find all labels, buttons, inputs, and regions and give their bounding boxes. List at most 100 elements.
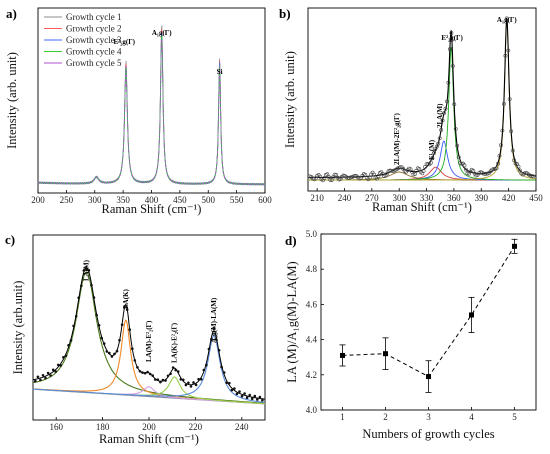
series-line-cycle-5: [37, 38, 266, 186]
x-tick-label: 330: [420, 193, 434, 203]
data-point: [90, 284, 93, 287]
peak-annotation: 2LA(M): [436, 103, 444, 128]
data-point: [197, 377, 200, 381]
data-point: [133, 359, 137, 362]
data-point: [82, 269, 86, 272]
data-point: [166, 374, 170, 378]
y-axis-label: LA (M)/A₁g(M)-LA(M): [285, 261, 299, 382]
legend-entry: Growth cycle 5: [66, 58, 122, 68]
panel-label-4: d): [285, 233, 297, 248]
data-point: [447, 47, 452, 52]
y-tick-label: 5.0: [306, 229, 318, 239]
data-point: [412, 172, 417, 176]
x-tick-label: 400: [145, 195, 159, 205]
data-point: [171, 366, 175, 369]
data-point: [164, 379, 167, 382]
data-point: [439, 128, 444, 132]
data-point: [34, 379, 37, 383]
panel-label-2: b): [279, 6, 291, 21]
x-tick-label: 240: [338, 193, 352, 203]
data-point: [225, 381, 228, 385]
data-point: [326, 175, 331, 179]
data-point: [235, 392, 239, 396]
data-point: [516, 164, 521, 169]
data-point: [108, 351, 111, 355]
data-point: [110, 355, 114, 358]
y-axis-label: Intensity (arb. unit): [5, 52, 19, 149]
data-point: [500, 128, 505, 133]
data-point: [123, 305, 126, 308]
x-tick-label: 250: [60, 195, 74, 205]
peak-annotation: LA(K)-E²₂(Γ): [171, 322, 179, 363]
data-point: [329, 178, 334, 183]
data-point: [421, 169, 426, 174]
y-axis-label: Intensity (arb.unit): [11, 281, 25, 375]
data-point: [154, 378, 157, 381]
x-tick-label: 300: [392, 193, 406, 203]
x-tick-label: 500: [202, 195, 216, 205]
data-point: [210, 337, 213, 341]
legend-entry: Growth cycle 4: [66, 47, 122, 57]
y-tick-label: 4.6: [306, 299, 318, 309]
peak-annotation: LA(M): [82, 259, 90, 281]
fit-envelope: [32, 266, 265, 400]
data-point: [59, 364, 63, 367]
data-point: [496, 161, 501, 166]
x-tick-label: 240: [235, 422, 249, 432]
data-point: [36, 375, 40, 379]
data-point: [118, 338, 121, 342]
data-point: [469, 312, 474, 318]
data-point: [465, 171, 470, 176]
x-tick-label: 180: [96, 422, 110, 432]
data-point: [115, 349, 119, 353]
x-tick-label: 600: [258, 195, 272, 205]
legend-entry: Growth cycle 3: [66, 35, 122, 45]
x-tick-label: 390: [475, 193, 489, 203]
x-tick-label: 420: [502, 193, 516, 203]
data-point: [382, 174, 387, 178]
data-point: [253, 394, 257, 398]
data-point: [507, 97, 512, 102]
data-point: [128, 328, 131, 331]
data-point: [353, 173, 358, 178]
data-point: [57, 363, 60, 367]
data-point: [100, 336, 103, 340]
x-tick-label: 4: [469, 412, 474, 422]
x-tick-label: 300: [88, 195, 102, 205]
data-point: [95, 313, 98, 317]
data-point: [161, 378, 165, 382]
data-point: [148, 372, 152, 376]
data-point: [240, 394, 244, 398]
x-tick-label: 160: [49, 422, 63, 432]
y-tick-label: 4.2: [306, 370, 317, 380]
data-point: [512, 158, 517, 163]
data-point: [194, 383, 198, 387]
data-point: [222, 371, 226, 374]
data-point: [113, 352, 116, 356]
x-tick-label: 360: [447, 193, 461, 203]
data-point: [430, 156, 435, 161]
data-point: [77, 296, 80, 300]
x-tick-label: 450: [173, 195, 187, 205]
y-tick-label: 4.4: [306, 335, 318, 345]
peak-annotation: LA(K): [122, 289, 130, 310]
peak-annotation: E²₂g(Γ): [114, 38, 136, 46]
data-point: [408, 167, 413, 172]
data-point: [72, 324, 75, 328]
peak-annotation: E¹₂(M): [428, 139, 436, 160]
x-tick-label: 2: [383, 412, 388, 422]
data-point: [220, 365, 223, 369]
data-point: [437, 136, 442, 141]
data-point: [189, 385, 193, 388]
data-point: [87, 269, 91, 272]
data-point: [340, 352, 345, 358]
data-point: [176, 370, 180, 373]
data-point: [529, 174, 534, 178]
data-point: [136, 366, 139, 369]
panel-label-1: a): [6, 6, 17, 21]
data-point: [120, 323, 124, 327]
data-point: [261, 398, 264, 402]
x-tick-label: 1: [340, 412, 345, 422]
x-tick-label: 200: [142, 422, 156, 432]
data-point: [509, 129, 514, 134]
